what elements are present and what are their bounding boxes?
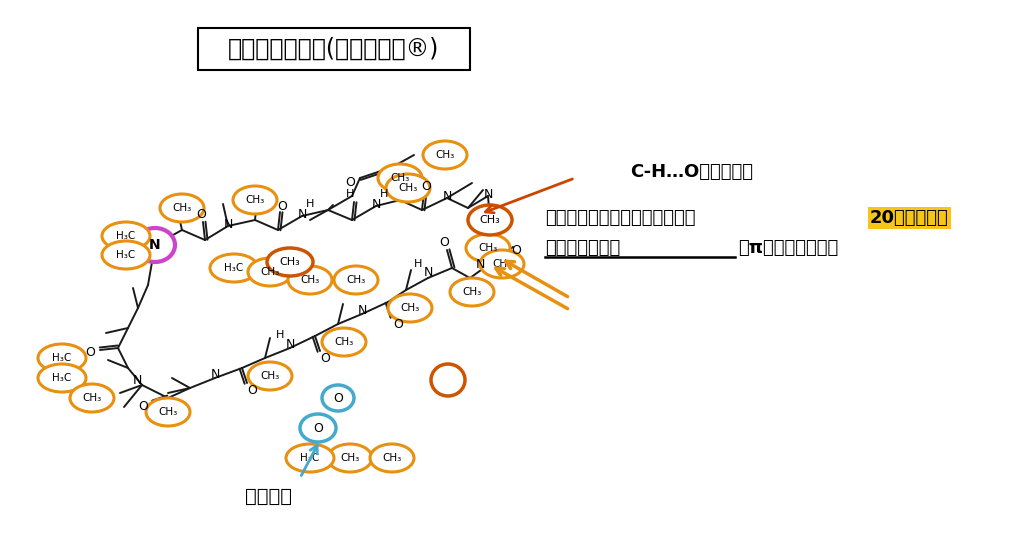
Text: CH₃: CH₃ bbox=[172, 203, 191, 213]
Ellipse shape bbox=[378, 164, 422, 192]
Ellipse shape bbox=[423, 141, 467, 169]
Text: CH₃: CH₃ bbox=[435, 150, 455, 160]
Text: O: O bbox=[333, 392, 343, 405]
Text: O: O bbox=[138, 400, 147, 413]
Text: H: H bbox=[414, 259, 422, 269]
Ellipse shape bbox=[468, 205, 512, 235]
Text: CH₃: CH₃ bbox=[493, 259, 512, 269]
Text: O: O bbox=[511, 244, 521, 257]
Ellipse shape bbox=[300, 414, 336, 442]
Text: N: N bbox=[223, 217, 232, 230]
Text: O: O bbox=[421, 180, 431, 193]
Text: CH₃: CH₃ bbox=[335, 337, 353, 347]
Ellipse shape bbox=[38, 364, 86, 392]
Text: O: O bbox=[345, 175, 355, 188]
Text: N: N bbox=[372, 197, 381, 210]
Ellipse shape bbox=[388, 294, 432, 322]
Text: H₃C: H₃C bbox=[117, 231, 135, 241]
Ellipse shape bbox=[267, 248, 313, 276]
Text: N: N bbox=[475, 258, 484, 272]
Text: H₃C: H₃C bbox=[224, 263, 244, 273]
Ellipse shape bbox=[248, 362, 292, 390]
Text: CH₃: CH₃ bbox=[280, 257, 300, 267]
Text: CH₃: CH₃ bbox=[340, 453, 359, 463]
Text: H₃C: H₃C bbox=[117, 250, 135, 260]
Ellipse shape bbox=[102, 241, 150, 269]
Text: H: H bbox=[380, 189, 388, 199]
Text: CH₃: CH₃ bbox=[463, 287, 481, 297]
Ellipse shape bbox=[334, 266, 378, 294]
Ellipse shape bbox=[146, 398, 190, 426]
Ellipse shape bbox=[322, 328, 366, 356]
Ellipse shape bbox=[450, 278, 494, 306]
Text: O: O bbox=[439, 237, 449, 250]
Ellipse shape bbox=[135, 228, 175, 262]
Text: CH₃: CH₃ bbox=[346, 275, 366, 285]
Text: CH₃: CH₃ bbox=[159, 407, 177, 417]
Text: O: O bbox=[278, 200, 287, 213]
Text: O: O bbox=[393, 317, 402, 330]
Ellipse shape bbox=[233, 186, 278, 214]
Text: O: O bbox=[313, 421, 323, 435]
Text: シクロスポリン(ネオーラル®): シクロスポリン(ネオーラル®) bbox=[228, 37, 439, 61]
Ellipse shape bbox=[466, 234, 510, 262]
Ellipse shape bbox=[210, 254, 258, 282]
Ellipse shape bbox=[431, 364, 465, 396]
Text: （π相互作用など）: （π相互作用など） bbox=[738, 239, 839, 257]
Text: H: H bbox=[275, 330, 285, 340]
Ellipse shape bbox=[248, 258, 292, 286]
Ellipse shape bbox=[286, 444, 334, 472]
Ellipse shape bbox=[102, 222, 150, 250]
Ellipse shape bbox=[38, 344, 86, 372]
Ellipse shape bbox=[160, 194, 204, 222]
Ellipse shape bbox=[322, 385, 354, 411]
Text: CH₃: CH₃ bbox=[479, 215, 501, 225]
Text: O: O bbox=[247, 384, 257, 397]
Text: CH₃: CH₃ bbox=[82, 393, 101, 403]
Ellipse shape bbox=[480, 250, 524, 278]
Text: CH₃: CH₃ bbox=[260, 267, 280, 277]
Text: N: N bbox=[150, 238, 161, 252]
Ellipse shape bbox=[328, 444, 372, 472]
Text: H₃C: H₃C bbox=[52, 353, 72, 363]
Text: CH₃: CH₃ bbox=[390, 173, 410, 183]
Text: H: H bbox=[346, 189, 354, 199]
Text: N: N bbox=[357, 303, 367, 316]
Text: N: N bbox=[442, 189, 452, 202]
Ellipse shape bbox=[288, 266, 332, 294]
Text: CH₃: CH₃ bbox=[382, 453, 401, 463]
Text: N: N bbox=[132, 373, 141, 386]
Text: N: N bbox=[210, 367, 220, 380]
Text: CH₃: CH₃ bbox=[300, 275, 319, 285]
Text: 分子全体で少なくともアミノ酸: 分子全体で少なくともアミノ酸 bbox=[545, 209, 695, 227]
Ellipse shape bbox=[370, 444, 414, 472]
Text: O: O bbox=[196, 209, 206, 222]
Text: H: H bbox=[306, 199, 314, 209]
Text: O: O bbox=[321, 351, 330, 365]
Text: C-H…O結合（弱）: C-H…O結合（弱） bbox=[630, 163, 753, 181]
Text: CH₃: CH₃ bbox=[478, 243, 498, 253]
Text: CH₃: CH₃ bbox=[398, 183, 418, 193]
Text: N: N bbox=[286, 337, 295, 350]
Text: 水素結合: 水素結合 bbox=[245, 486, 292, 506]
Text: CH₃: CH₃ bbox=[260, 371, 280, 381]
Text: H₃C: H₃C bbox=[300, 453, 319, 463]
Text: 20残基以上と: 20残基以上と bbox=[870, 209, 949, 227]
Text: O: O bbox=[85, 345, 95, 358]
FancyBboxPatch shape bbox=[198, 28, 470, 70]
Text: CH₃: CH₃ bbox=[400, 303, 420, 313]
Ellipse shape bbox=[386, 174, 430, 202]
Text: N: N bbox=[483, 188, 493, 201]
Ellipse shape bbox=[70, 384, 114, 412]
Text: 疏水性相互作用: 疏水性相互作用 bbox=[545, 239, 621, 257]
Text: N: N bbox=[297, 208, 306, 221]
Text: H₃C: H₃C bbox=[52, 373, 72, 383]
Text: CH₃: CH₃ bbox=[246, 195, 264, 205]
Text: N: N bbox=[423, 266, 433, 280]
